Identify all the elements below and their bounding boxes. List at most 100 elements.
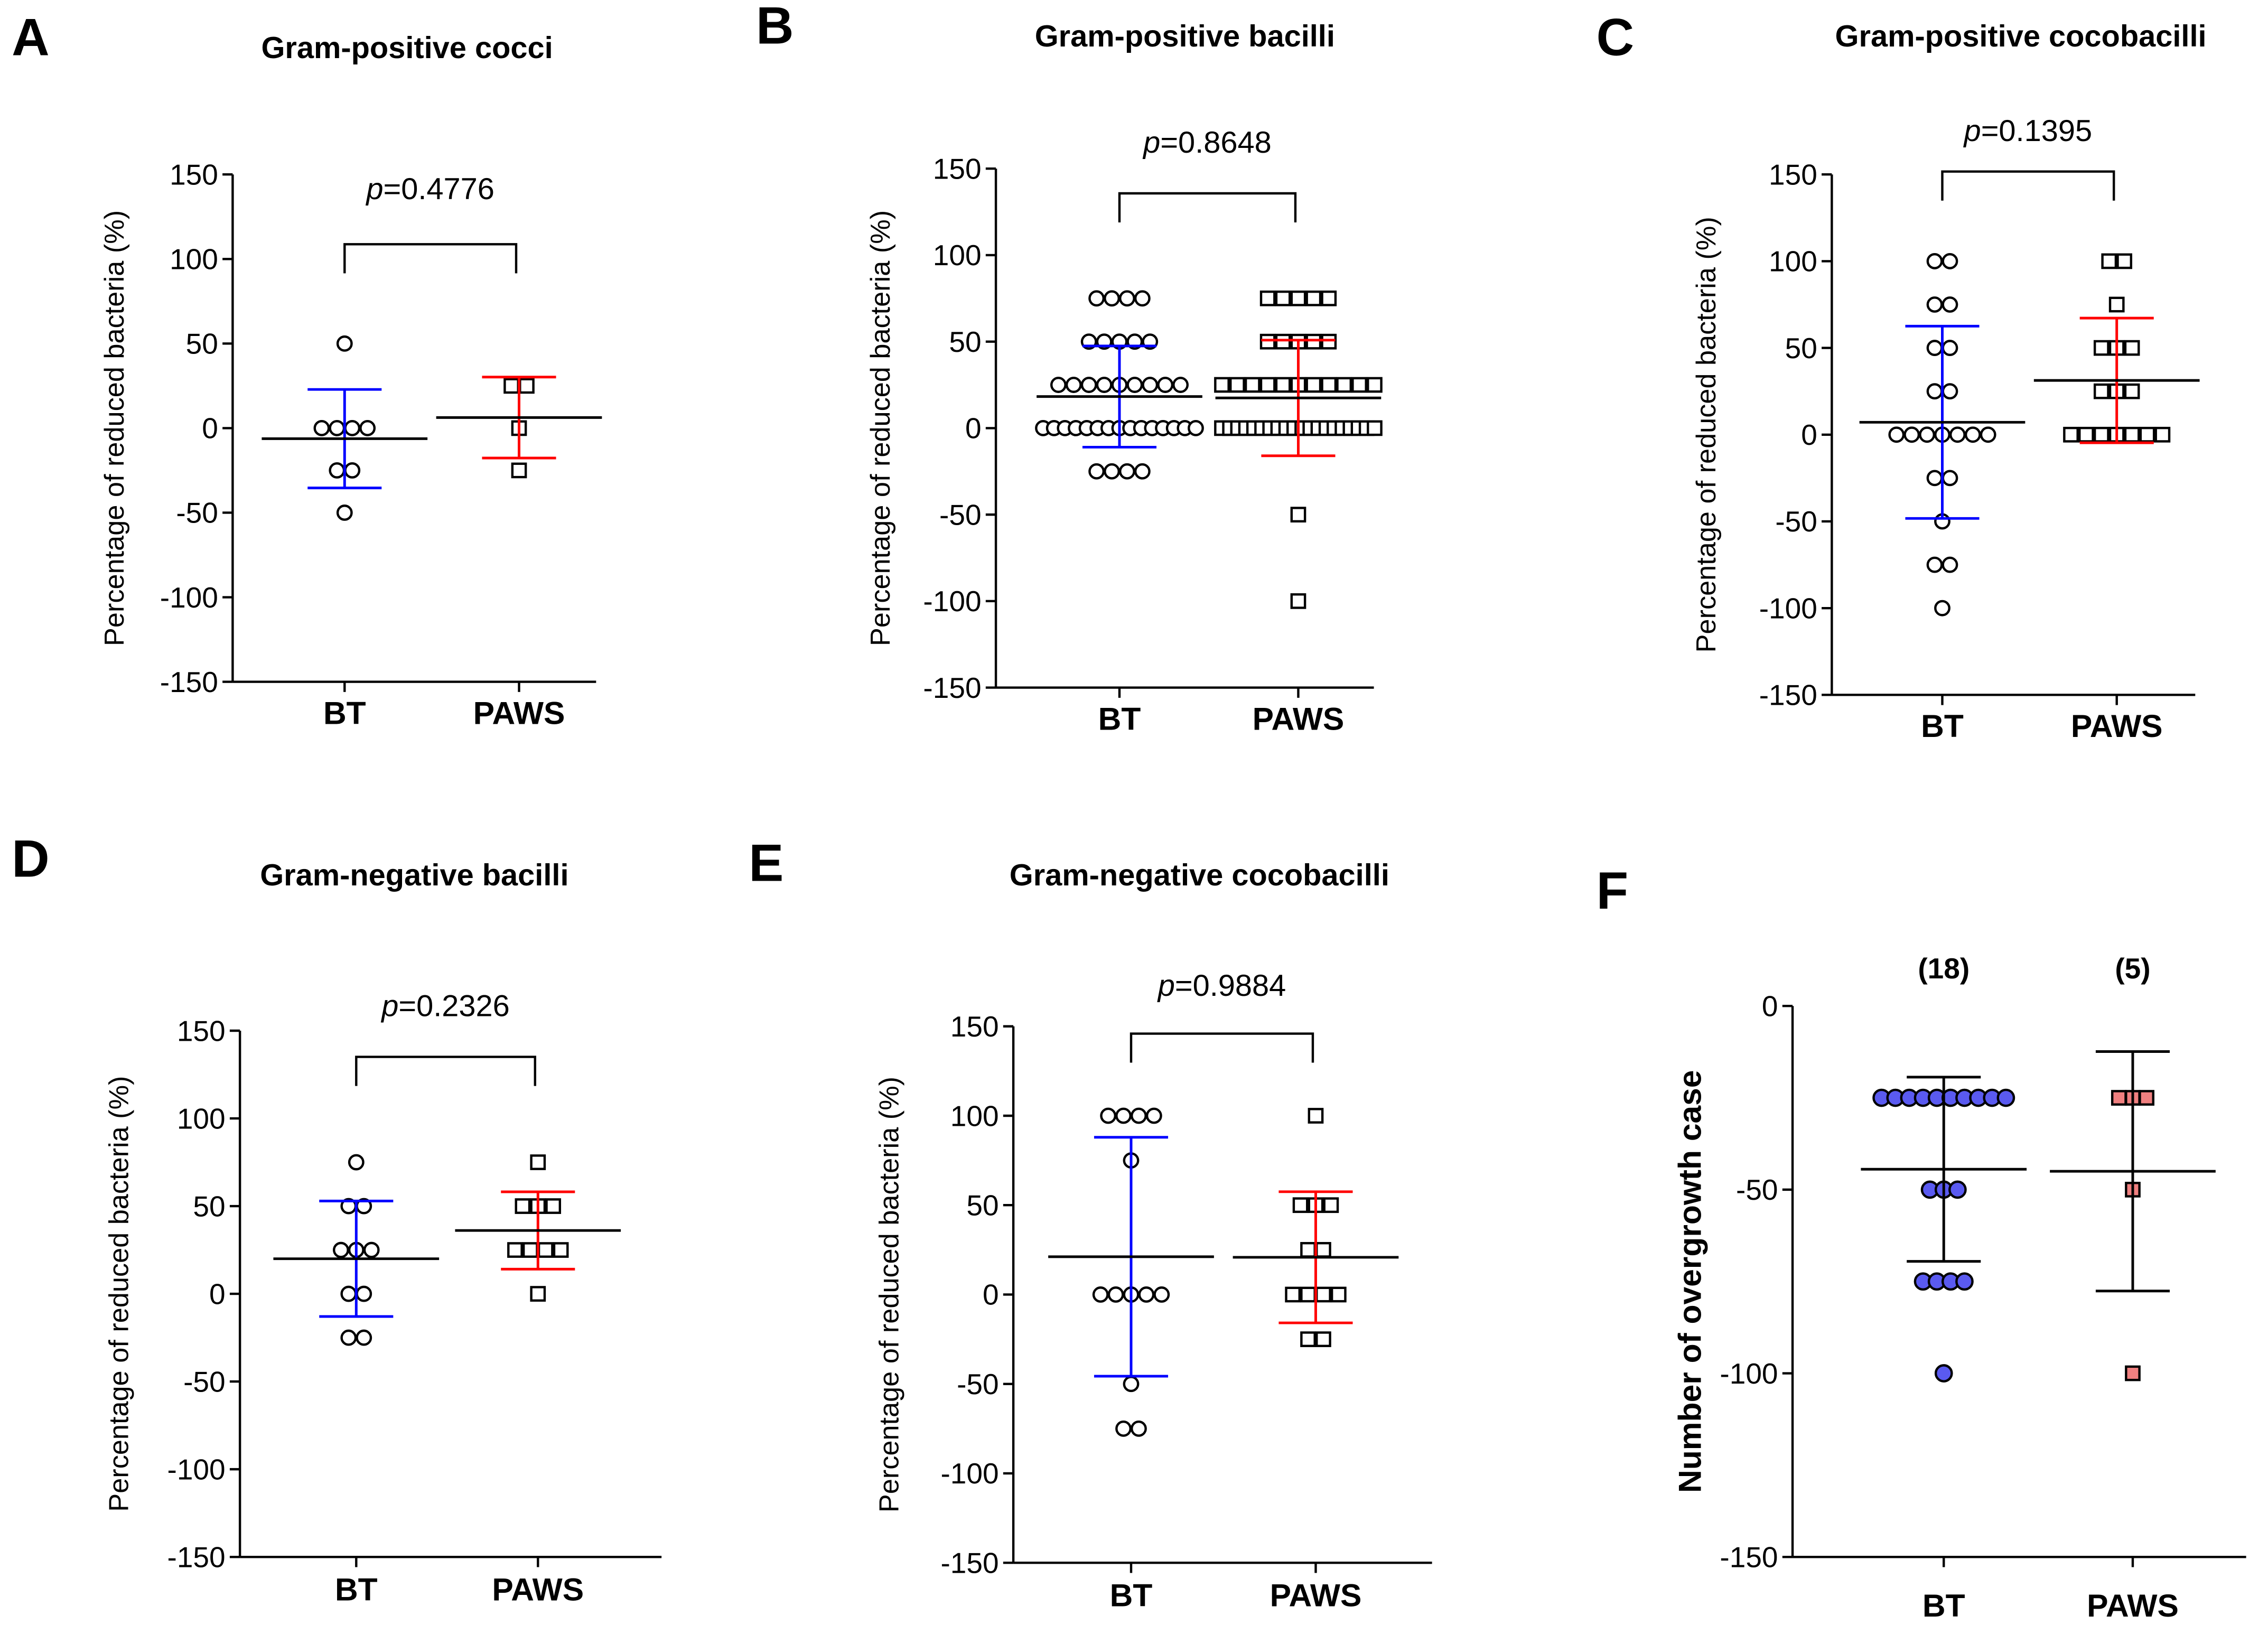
data-point [336, 335, 353, 352]
series-bt [262, 335, 428, 521]
x-category-label: PAWS [492, 1572, 584, 1608]
p-symbol: p [1963, 114, 1981, 148]
data-point [1119, 463, 1135, 480]
chart-title: Gram-positive cocobacilli [1835, 20, 2207, 53]
p-symbol: p [380, 989, 398, 1023]
y-tick-label: 100 [170, 243, 218, 276]
data-point [1290, 290, 1306, 306]
data-point [359, 419, 376, 436]
y-tick-label: -50 [957, 1368, 999, 1400]
y-tick-label: 0 [1762, 989, 1778, 1022]
series-bt [273, 1154, 440, 1346]
data-point [1050, 377, 1067, 393]
data-point [1088, 290, 1105, 307]
data-point [1275, 333, 1291, 350]
p-value: =0.9884 [1175, 969, 1286, 1003]
y-tick-label: 150 [170, 158, 218, 191]
data-point [329, 462, 346, 479]
p-value-label: p=0.2326 [380, 989, 510, 1023]
data-point [1145, 1107, 1162, 1124]
panel-A: A Gram-positive cocci 150 100 50 0 -50 -100 -150… [12, 8, 602, 731]
y-tick-label: 0 [209, 1277, 226, 1310]
data-point [1214, 377, 1230, 393]
data-point [1088, 463, 1105, 480]
y-tick-label: -50 [1736, 1173, 1778, 1206]
data-point [2125, 1365, 2141, 1381]
y-tick-label: -100 [940, 1457, 998, 1490]
p-symbol: p [365, 172, 383, 206]
data-point [1188, 419, 1204, 436]
y-tick-label: -100 [167, 1453, 226, 1486]
data-point [356, 1285, 372, 1302]
data-point [1123, 1376, 1140, 1393]
p-symbol: p [1142, 126, 1160, 160]
x-category-label: BT [335, 1572, 378, 1608]
y-tick-label: -100 [1759, 592, 1817, 624]
p-value-label: p=0.8648 [1142, 126, 1272, 160]
y-tick-label: 0 [983, 1278, 999, 1311]
series-paws [1233, 1108, 1399, 1347]
data-point [1290, 507, 1306, 522]
data-point [1942, 556, 1958, 573]
data-point [1315, 1241, 1331, 1258]
data-point [1336, 377, 1352, 393]
y-tick-label: 0 [965, 412, 982, 445]
data-point [363, 1241, 380, 1258]
series-bt [1861, 1076, 2027, 1383]
data-point [1131, 1420, 1147, 1437]
y-tick-label: -150 [160, 666, 218, 698]
data-point [336, 505, 353, 521]
y-axis-label: Percentage of reduced bacteria (%) [104, 1076, 134, 1512]
p-value: =0.8648 [1160, 126, 1271, 160]
data-point [1275, 377, 1291, 393]
data-point [1134, 290, 1151, 307]
data-point [1351, 377, 1367, 393]
data-point [1259, 333, 1276, 350]
data-point [1096, 377, 1113, 393]
data-point [344, 419, 361, 436]
data-point [530, 1154, 546, 1170]
data-point [1107, 1286, 1124, 1303]
data-point [1142, 377, 1159, 393]
y-tick-label: -50 [183, 1365, 226, 1398]
x-category-label: PAWS [473, 695, 565, 731]
data-point [1942, 340, 1958, 357]
panel-letter: B [756, 0, 794, 55]
series-paws [2033, 253, 2200, 444]
significance-bracket [355, 1056, 536, 1086]
y-tick-label: 50 [193, 1190, 225, 1222]
data-point [1134, 463, 1151, 480]
data-point [340, 1329, 357, 1346]
y-tick-label: 150 [950, 1010, 999, 1043]
data-point [1315, 1286, 1331, 1303]
chart-title: Gram-positive cocci [262, 31, 553, 65]
panel-letter: A [12, 8, 50, 67]
data-point [1980, 426, 1996, 443]
series-paws [436, 376, 602, 479]
data-point [1285, 1286, 1301, 1303]
y-tick-label: 50 [1785, 332, 1817, 365]
data-point [1926, 556, 1943, 573]
data-point [1157, 377, 1174, 393]
data-point [1955, 1272, 1974, 1291]
data-point [2154, 426, 2171, 443]
data-point [2111, 1090, 2127, 1106]
series-bt [1048, 1107, 1214, 1437]
p-value-label: p=0.4776 [365, 172, 494, 206]
data-point [1100, 1107, 1117, 1124]
data-point [2124, 383, 2140, 399]
series-bt [1859, 253, 2026, 617]
series-bt [1035, 290, 1204, 480]
data-point [2093, 426, 2110, 443]
x-category-label: PAWS [2071, 708, 2163, 744]
chart-title: Gram-negative cocobacilli [1010, 858, 1389, 892]
group-count-label: (18) [1918, 952, 1970, 985]
data-point [2139, 1090, 2154, 1106]
data-point [1926, 296, 1943, 313]
y-tick-label: -100 [1720, 1357, 1778, 1390]
y-tick-label: -100 [160, 581, 218, 614]
data-point [507, 1242, 523, 1258]
data-point [1244, 377, 1261, 393]
y-tick-label: -50 [1775, 505, 1817, 538]
series-paws [2050, 1050, 2216, 1381]
